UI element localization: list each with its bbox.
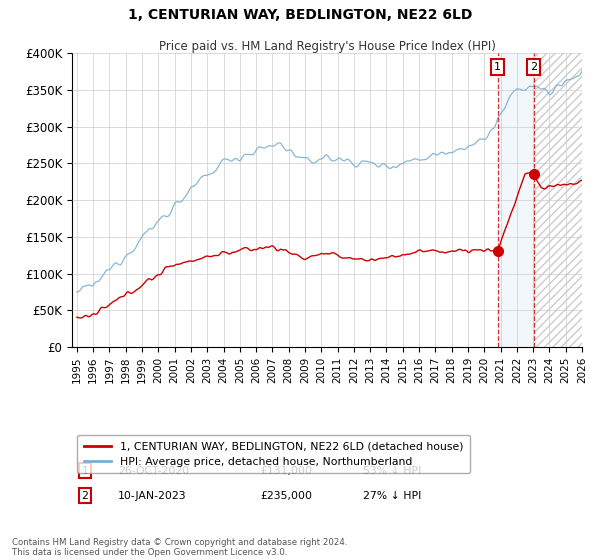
Text: 53% ↓ HPI: 53% ↓ HPI: [362, 466, 421, 475]
Text: 26-OCT-2020: 26-OCT-2020: [118, 466, 189, 475]
Text: 1, CENTURIAN WAY, BEDLINGTON, NE22 6LD: 1, CENTURIAN WAY, BEDLINGTON, NE22 6LD: [128, 8, 472, 22]
Bar: [497, 53, 533, 347]
Title: Price paid vs. HM Land Registry's House Price Index (HPI): Price paid vs. HM Land Registry's House …: [158, 40, 496, 53]
Text: 10-JAN-2023: 10-JAN-2023: [118, 491, 187, 501]
Text: 27% ↓ HPI: 27% ↓ HPI: [362, 491, 421, 501]
Legend: 1, CENTURIAN WAY, BEDLINGTON, NE22 6LD (detached house), HPI: Average price, det: 1, CENTURIAN WAY, BEDLINGTON, NE22 6LD (…: [77, 435, 470, 473]
Text: 2: 2: [530, 62, 537, 72]
Text: 1: 1: [82, 466, 88, 475]
Text: £235,000: £235,000: [260, 491, 313, 501]
Text: Contains HM Land Registry data © Crown copyright and database right 2024.
This d: Contains HM Land Registry data © Crown c…: [12, 538, 347, 557]
Text: 2: 2: [82, 491, 88, 501]
Bar: [533, 53, 582, 347]
Text: £131,000: £131,000: [260, 466, 313, 475]
Text: 1: 1: [494, 62, 501, 72]
